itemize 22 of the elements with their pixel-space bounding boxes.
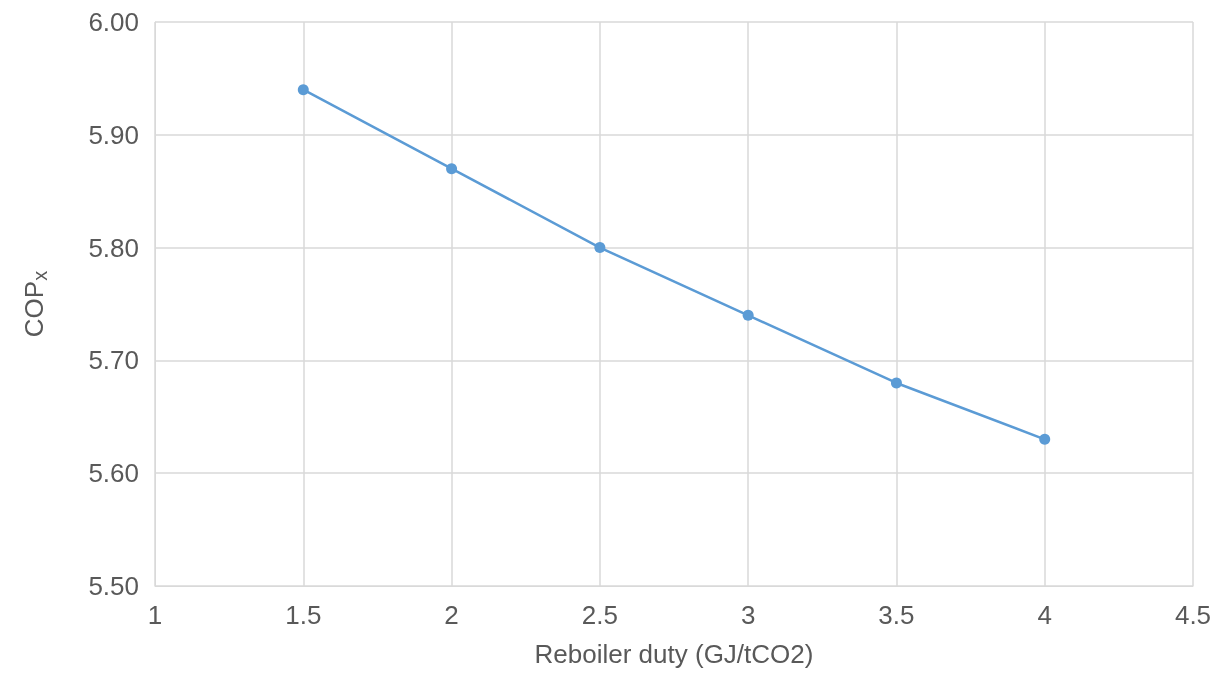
y-tick-label: 5.50 [88, 571, 139, 601]
x-tick-label: 4 [1037, 600, 1052, 630]
x-tick-label: 4.5 [1174, 600, 1212, 630]
y-tick-label: 6.00 [88, 7, 139, 37]
y-axis-title: COPx [19, 270, 51, 338]
y-tick-label: 5.90 [88, 119, 139, 150]
x-tick-label: 2.5 [581, 600, 618, 630]
x-tick-label: 1 [147, 600, 163, 630]
y-tick-label: 5.60 [88, 458, 139, 489]
point [890, 377, 902, 389]
x-tick-label: 3.5 [878, 600, 915, 630]
x-tick-label: 1.5 [285, 600, 322, 630]
point [446, 163, 458, 175]
y-tick-label: 5.70 [88, 345, 139, 376]
point [742, 309, 754, 321]
x-tick-label: 3 [740, 600, 756, 630]
point [1039, 433, 1051, 445]
point [594, 242, 606, 254]
x-axis-title: Reboiler duty (GJ/tCO2) [534, 639, 814, 669]
y-tick-label: 5.80 [88, 232, 139, 263]
point [297, 84, 309, 96]
x-tick-label: 2 [444, 600, 459, 630]
